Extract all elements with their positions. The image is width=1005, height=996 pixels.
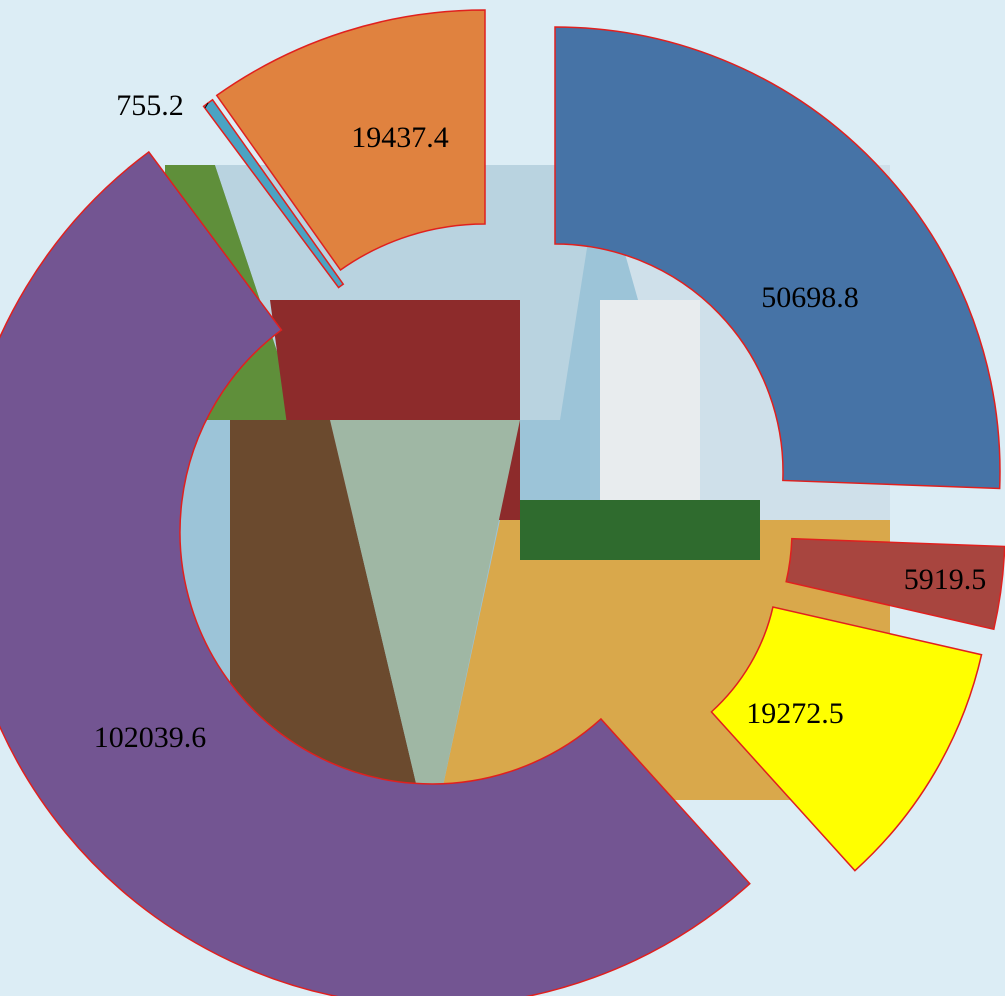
donut-slice (202, 98, 345, 289)
donut-slice (710, 606, 983, 872)
donut-slice (785, 537, 1005, 631)
data-label: 19437.4 (351, 121, 449, 154)
donut-slice (554, 26, 1001, 490)
data-label: 102039.6 (94, 721, 207, 754)
data-label: 755.2 (116, 89, 184, 122)
donut-slice (0, 150, 751, 996)
data-label: 19272.5 (746, 697, 844, 730)
donut-slice (215, 9, 486, 272)
leader-line (204, 102, 209, 109)
data-label: 5919.5 (904, 563, 987, 596)
data-label: 50698.8 (761, 281, 859, 314)
